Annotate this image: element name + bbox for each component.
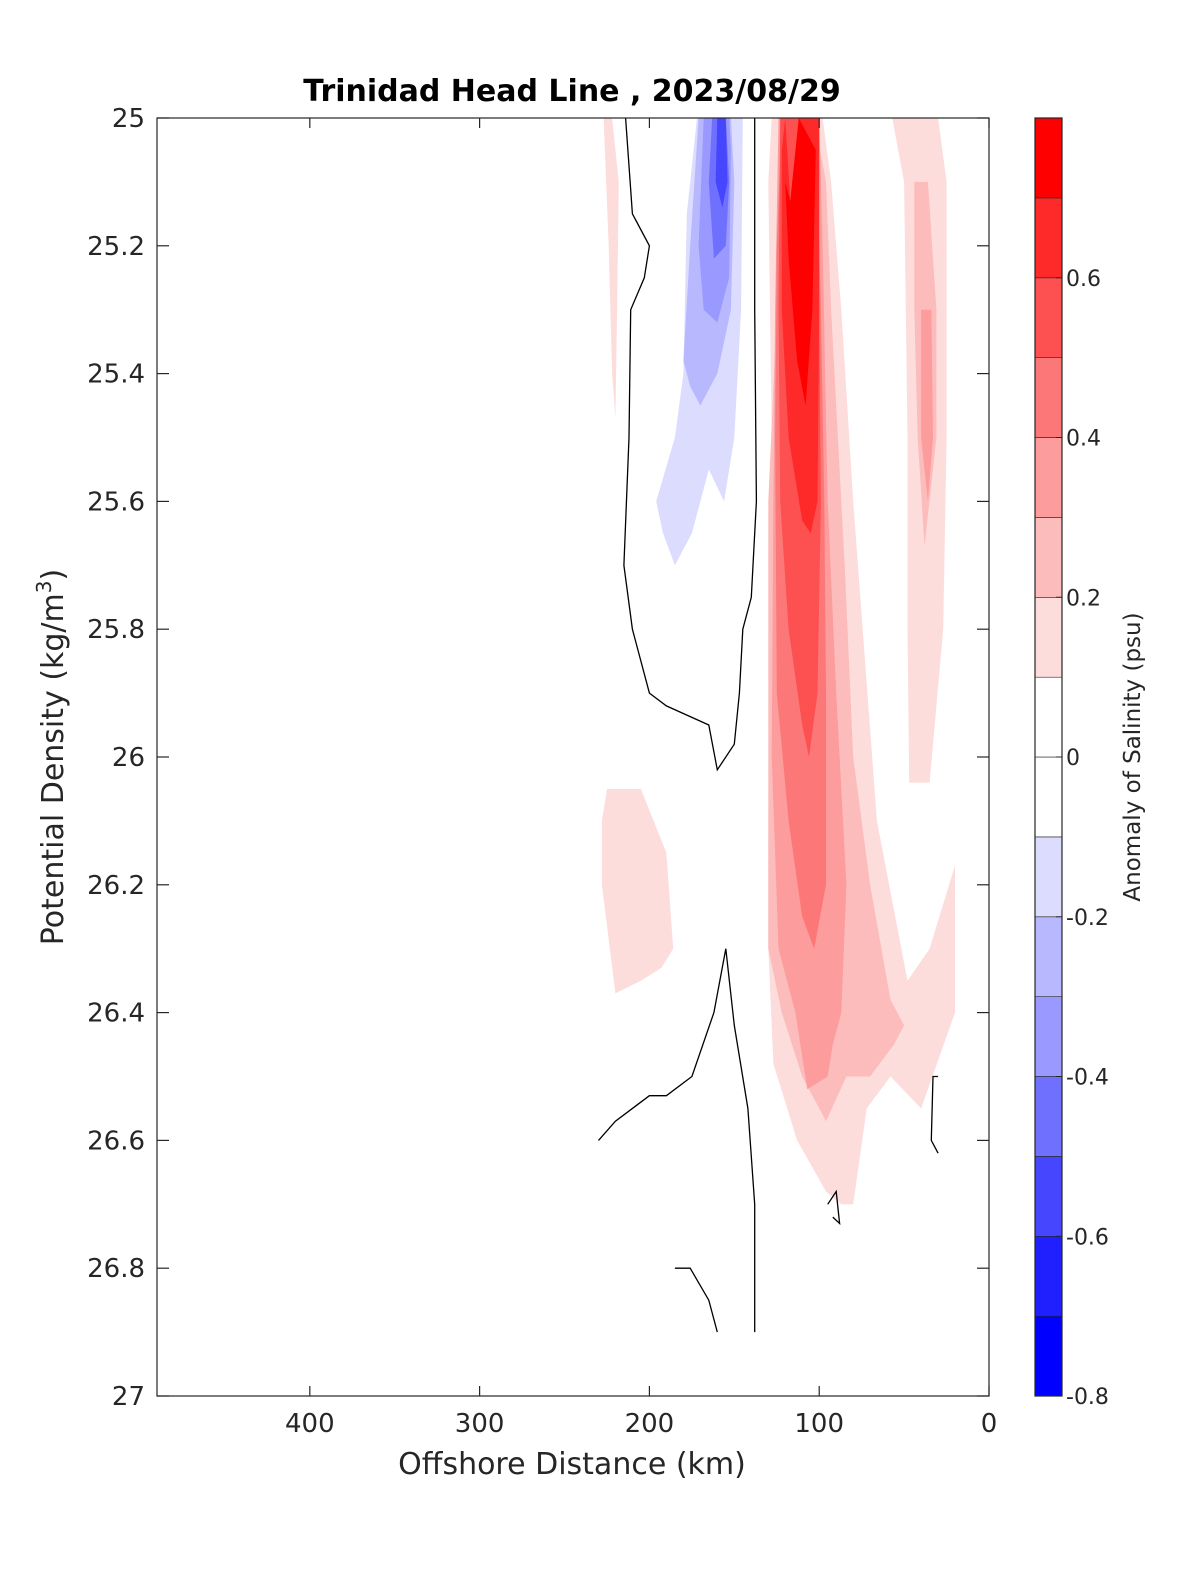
y-tick-label: 26 — [112, 743, 145, 773]
colorbar-band — [1034, 1236, 1063, 1317]
x-tick-label: 400 — [285, 1409, 335, 1439]
x-tick-label: 0 — [981, 1409, 998, 1439]
colorbar: -0.8 -0.6 -0.4 -0.2 0 0.2 0.4 0.6 — [1034, 117, 1109, 1410]
y-axis-label-main: Potential Density (kg/m — [36, 593, 71, 945]
y-tick-label: 25 — [112, 104, 145, 134]
y-tick-label: 26.8 — [87, 1254, 145, 1284]
zero-contour-line-2 — [674, 1267, 718, 1333]
colorbar-ticks: -0.8 -0.6 -0.4 -0.2 0 0.2 0.4 0.6 — [1056, 267, 1109, 1410]
chart-title: Trinidad Head Line , 2023/08/29 — [303, 74, 840, 109]
y-tick-label: 26.4 — [87, 999, 145, 1029]
contour-region-7 — [921, 309, 933, 502]
zero-contour-layer — [598, 117, 939, 1333]
plot-area: 400 300 200 100 0 25 25.2 25.4 25.6 25.8 26 26.2 26.… — [87, 104, 997, 1439]
y-tick-label: 26.6 — [87, 1126, 145, 1156]
colorbar-tick-label: 0 — [1066, 746, 1080, 771]
y-tick-label: 25.6 — [87, 487, 145, 517]
colorbar-tick-label: 0.6 — [1066, 267, 1101, 292]
colorbar-band — [1034, 756, 1063, 838]
colorbar-bands — [1034, 117, 1063, 1397]
colorbar-band — [1034, 197, 1063, 279]
colorbar-tick-label: -0.6 — [1066, 1225, 1109, 1250]
colorbar-band — [1034, 1315, 1063, 1397]
contour-fill-layer — [601, 118, 955, 1205]
y-axis-label: Potential Density (kg/m3) — [32, 569, 71, 945]
contour-region-16 — [715, 118, 728, 208]
x-tick-label: 300 — [455, 1409, 505, 1439]
x-axis-label: Offshore Distance (km) — [398, 1447, 746, 1482]
x-tick-label: 200 — [625, 1409, 675, 1439]
colorbar-band — [1034, 676, 1063, 758]
y-tick-label: 26.2 — [87, 871, 145, 901]
colorbar-band — [1034, 1156, 1063, 1237]
colorbar-band — [1034, 117, 1063, 199]
colorbar-label: Anomaly of Salinity (psu) — [1120, 612, 1146, 901]
y-axis-label-superscript: 3 — [32, 580, 56, 593]
contour-region-11 — [785, 118, 816, 406]
colorbar-tick-label: -0.4 — [1066, 1066, 1109, 1091]
colorbar-band — [1034, 1076, 1063, 1157]
colorbar-tick-label: -0.8 — [1066, 1385, 1109, 1410]
zero-contour-line-3 — [827, 1189, 841, 1226]
colorbar-band — [1034, 596, 1063, 678]
y-tick-label: 25.8 — [87, 615, 145, 645]
zero-contour-line-0 — [623, 117, 758, 772]
zero-contour-line-4 — [930, 1075, 939, 1154]
colorbar-tick-label: 0.2 — [1066, 586, 1101, 611]
y-axis-label-close: ) — [36, 569, 71, 581]
colorbar-band — [1034, 437, 1063, 518]
colorbar-band — [1034, 357, 1063, 438]
zero-contour-line-1 — [598, 948, 756, 1333]
colorbar-band — [1034, 277, 1063, 358]
axis-ticks: 400 300 200 100 0 25 25.2 25.4 25.6 25.8 26 26.2 26.… — [87, 104, 997, 1439]
y-tick-label: 25.4 — [87, 360, 145, 390]
x-tick-label: 100 — [794, 1409, 844, 1439]
colorbar-band — [1034, 517, 1063, 598]
y-tick-label: 27 — [112, 1382, 145, 1412]
colorbar-tick-label: 0.4 — [1066, 427, 1101, 452]
contour-region-3 — [601, 789, 674, 994]
colorbar-band — [1034, 916, 1063, 997]
colorbar-tick-label: -0.2 — [1066, 906, 1109, 931]
y-tick-label: 25.2 — [87, 232, 145, 262]
colorbar-band — [1034, 996, 1063, 1077]
contour-region-0 — [603, 118, 619, 419]
colorbar-band — [1034, 836, 1063, 918]
